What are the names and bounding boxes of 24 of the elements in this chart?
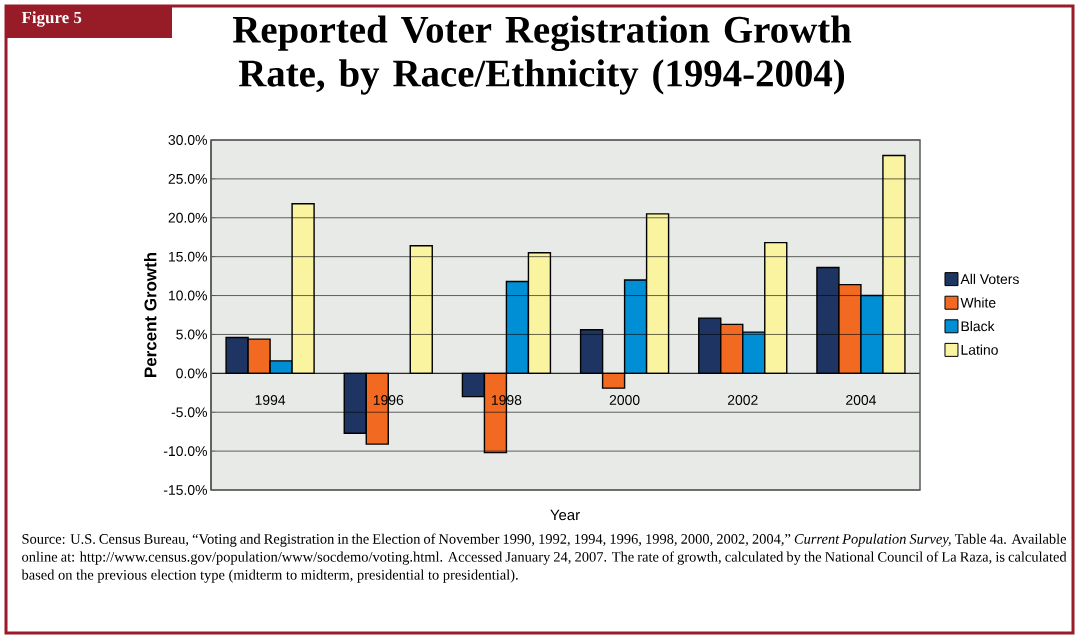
y-tick-label: 5.0% (176, 329, 207, 340)
chart-title: Reported Voter Registration Growth Rate, by Race/Ethnicity (1994-2004) (232, 15, 852, 95)
y-tick-label: 10.0% (169, 290, 207, 301)
y-tick-label: 0.0% (176, 368, 207, 379)
legend-label: Black (961, 320, 995, 332)
x-tick-label: 2004 (846, 395, 877, 405)
y-tick-label: 20.0% (168, 212, 207, 223)
y-axis-title: Percent Growth (144, 253, 157, 377)
y-tick-label: -15.0% (163, 485, 207, 495)
y-tick-label: 30.0% (168, 135, 207, 145)
source-note: Source: U.S. Census Bureau, “Voting and Registration in the Election of November 1990, 1992, 1994, 1996, 1998, 2000, 2002, 2004,” Current Population Survey, Table 4a. Available online at: http://www.census.gov/population/www/socdemo/voting.html. Accessed January 24, 2007. The rate of growth, calculated by the National Council of La Raza, is calculated based on the previous election type (midterm to midterm, presidential to presidential). (21, 533, 1067, 583)
x-tick-label: 1994 (255, 395, 286, 405)
legend-label: Latino (961, 344, 998, 355)
y-tick-label: 25.0% (168, 173, 207, 184)
y-tick-label: 15.0% (169, 251, 207, 262)
y-tick-label: -10.0% (163, 446, 207, 457)
x-axis-title: Year (550, 509, 580, 521)
legend-label: White (960, 297, 996, 308)
x-tick-label: 2002 (727, 395, 758, 405)
y-tick-label: -5.0% (171, 407, 207, 418)
x-tick-label: 2000 (609, 395, 640, 405)
x-tick-label: 1996 (373, 395, 404, 405)
caption: Figure 5 (21, 11, 82, 27)
legend-label: All Voters (960, 273, 1019, 285)
